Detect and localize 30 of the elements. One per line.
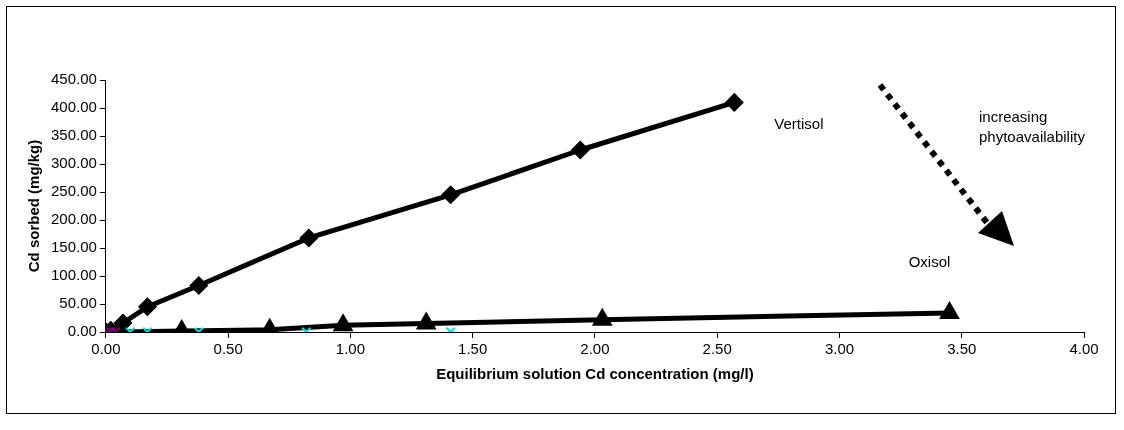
y-tick-label: 450.00 xyxy=(50,70,97,88)
x-tick-label: 3.50 xyxy=(947,340,977,358)
x-axis-title: Equilibrium solution Cd concentration (mg/l) xyxy=(436,365,754,383)
annotation: increasing phytoavailability xyxy=(979,108,1086,146)
x-tick-label: 3.00 xyxy=(824,340,855,358)
y-tick-label: 150.00 xyxy=(50,238,97,256)
x-tick-label: 1.50 xyxy=(458,340,488,358)
text: Oxisol xyxy=(908,253,951,271)
y-axis-title: Cd sorbed (mg/kg) xyxy=(25,139,43,273)
x-tick-label: 1.00 xyxy=(335,340,366,358)
y-tick-label: 200.00 xyxy=(50,210,97,228)
point xyxy=(571,141,589,159)
y-tick-label: 250.00 xyxy=(50,182,97,200)
x-tick-label: 0.00 xyxy=(91,340,121,358)
x-tick-label: 4.00 xyxy=(1069,340,1099,358)
y-tick-label: 50.00 xyxy=(59,294,97,312)
text: Vertisol xyxy=(774,114,824,132)
x-tick-label: 2.00 xyxy=(580,340,610,358)
y-tick-label: 100.00 xyxy=(50,266,97,284)
x-tick-label: 0.50 xyxy=(213,340,243,358)
point xyxy=(332,313,354,332)
point xyxy=(725,93,743,111)
x-tick-label: 2.50 xyxy=(702,340,732,358)
y-tick-label: 0.00 xyxy=(67,322,97,340)
point xyxy=(442,186,460,204)
y-tick-label: 350.00 xyxy=(50,126,97,144)
point xyxy=(300,229,318,247)
y-tick-label: 400.00 xyxy=(50,98,97,116)
point xyxy=(940,303,959,319)
y-tick-label: 300.00 xyxy=(50,154,97,172)
